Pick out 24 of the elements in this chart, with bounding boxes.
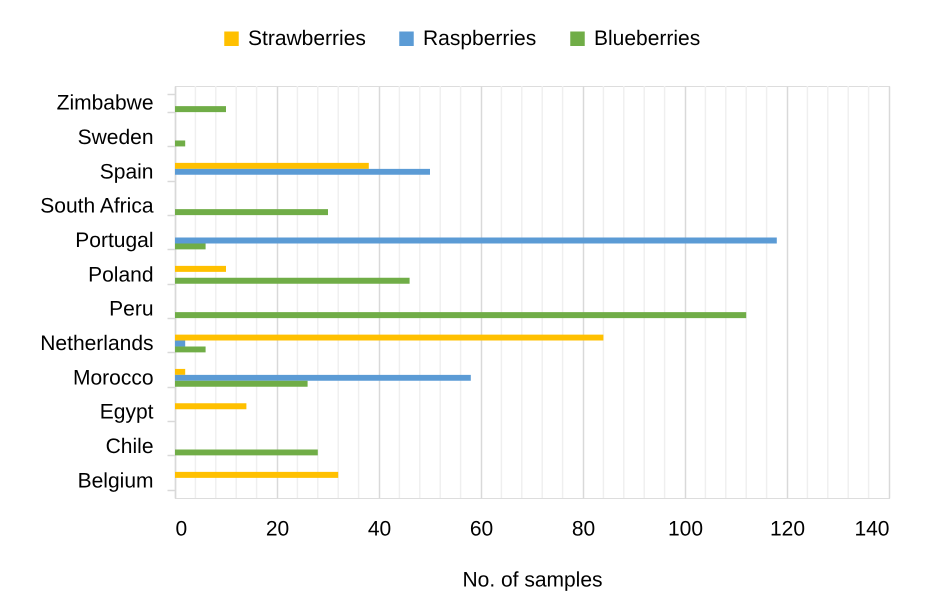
legend-label: Strawberries	[248, 26, 366, 50]
x-tick-label: 140	[854, 518, 890, 540]
x-tick-label: 80	[572, 518, 596, 540]
x-tick-label: 120	[770, 518, 806, 540]
y-tick-label: Sweden	[78, 126, 154, 149]
x-tick-label: 60	[470, 518, 494, 540]
y-tick-label: Morocco	[72, 366, 154, 390]
x-tick-label: 20	[266, 518, 290, 540]
y-tick-label: Egypt	[100, 400, 154, 424]
y-tick-label: South Africa	[40, 194, 154, 218]
x-tick-label: 0	[176, 518, 188, 540]
legend-label: Blueberries	[594, 26, 700, 50]
legend-label: Raspberries	[423, 26, 536, 50]
y-tick-label: Belgium	[78, 469, 154, 492]
y-tick-label: Peru	[109, 298, 154, 321]
y-tick-label: Chile	[106, 435, 154, 458]
x-axis-title: No. of samples	[462, 568, 603, 592]
y-tick-label: Zimbabwe	[56, 92, 154, 115]
y-tick-label: Spain	[100, 160, 154, 184]
x-tick-label: 40	[368, 518, 392, 540]
x-tick-label: 100	[668, 518, 704, 540]
y-tick-label: Poland	[88, 263, 154, 286]
y-tick-label: Netherlands	[40, 332, 154, 355]
y-tick-label: Portugal	[75, 229, 154, 252]
